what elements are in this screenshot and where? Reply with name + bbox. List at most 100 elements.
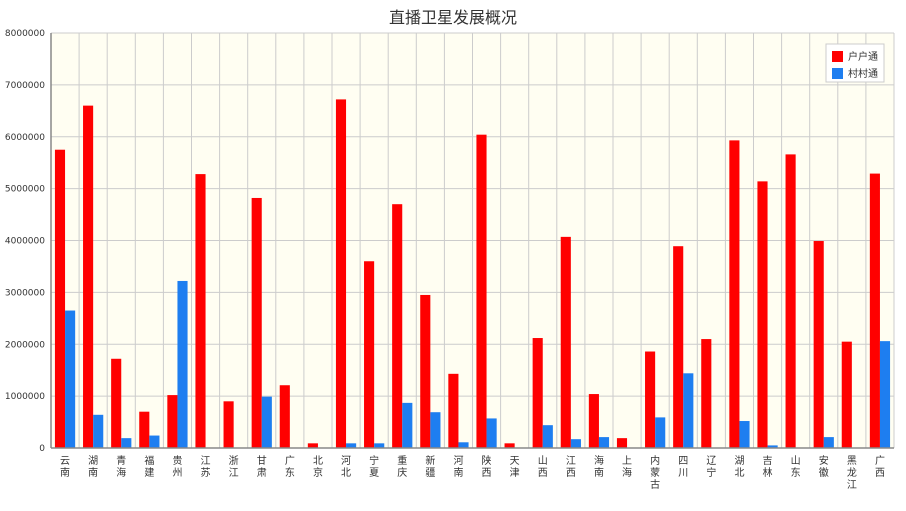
bar-huhutong[interactable] (673, 246, 684, 448)
x-tick-label: 建 (144, 466, 154, 479)
bar-cuncuntong[interactable] (739, 421, 750, 448)
y-tick-label: 1000000 (5, 392, 45, 402)
x-tick-label: 苏 (201, 466, 211, 479)
bar-cuncuntong[interactable] (177, 280, 188, 448)
bar-huhutong[interactable] (223, 401, 234, 448)
x-tick-label: 庆 (397, 466, 407, 479)
x-tick-label: 北 (313, 455, 323, 467)
bar-huhutong[interactable] (251, 197, 262, 448)
bar-huhutong[interactable] (532, 338, 543, 448)
x-tick-label: 内 (650, 454, 660, 467)
bar-huhutong[interactable] (448, 373, 459, 448)
x-tick-label: 辽 (706, 455, 716, 467)
x-tick-label: 安 (819, 454, 829, 467)
x-tick-label: 海 (116, 466, 126, 479)
bar-huhutong[interactable] (364, 261, 375, 448)
y-tick-label: 3000000 (5, 288, 45, 298)
x-tick-label: 西 (875, 468, 885, 479)
x-tick-label: 江 (847, 479, 857, 491)
bar-cuncuntong[interactable] (486, 418, 497, 448)
bar-huhutong[interactable] (392, 204, 403, 448)
bar-cuncuntong[interactable] (149, 435, 160, 448)
bar-huhutong[interactable] (420, 294, 431, 448)
bar-huhutong[interactable] (504, 443, 515, 448)
bar-huhutong[interactable] (307, 443, 318, 448)
x-tick-label: 津 (510, 467, 520, 479)
x-tick-label: 西 (482, 468, 492, 479)
bar-huhutong[interactable] (841, 341, 852, 448)
x-tick-label: 甘 (257, 454, 267, 467)
y-tick-label: 6000000 (5, 133, 45, 143)
bar-cuncuntong[interactable] (598, 437, 610, 448)
x-tick-label: 龙 (847, 466, 857, 479)
x-tick-label: 江 (229, 467, 239, 479)
bar-huhutong[interactable] (560, 236, 571, 448)
x-tick-label: 南 (88, 466, 98, 479)
x-tick-label: 肃 (257, 467, 267, 479)
bar-huhutong[interactable] (757, 181, 768, 449)
bar-huhutong[interactable] (813, 241, 824, 448)
legend-swatch[interactable] (832, 51, 843, 62)
bar-cuncuntong[interactable] (121, 438, 132, 448)
x-tick-label: 南 (594, 466, 604, 479)
bar-cuncuntong[interactable] (570, 439, 581, 448)
bar-huhutong[interactable] (139, 411, 150, 448)
bar-huhutong[interactable] (869, 173, 880, 449)
legend-label[interactable]: 村村通 (848, 67, 878, 80)
legend-label[interactable]: 户户通 (848, 50, 878, 63)
x-tick-label: 山 (791, 455, 801, 467)
x-tick-label: 林 (763, 466, 773, 479)
x-tick-label: 青 (116, 454, 126, 467)
x-tick-label: 江 (201, 455, 211, 467)
bar-cuncuntong[interactable] (374, 443, 385, 448)
x-tick-label: 黑 (847, 455, 857, 467)
bar-cuncuntong[interactable] (458, 442, 469, 448)
bar-cuncuntong[interactable] (767, 445, 778, 448)
bar-huhutong[interactable] (729, 140, 740, 448)
x-tick-label: 四 (678, 456, 688, 467)
x-tick-label: 东 (791, 466, 801, 479)
bar-cuncuntong[interactable] (655, 417, 666, 448)
x-tick-label: 广 (875, 455, 885, 467)
bar-huhutong[interactable] (785, 154, 796, 448)
bar-huhutong[interactable] (645, 351, 656, 448)
bar-huhutong[interactable] (167, 395, 178, 448)
x-tick-label: 西 (566, 468, 576, 479)
bar-cuncuntong[interactable] (823, 437, 834, 448)
bar-huhutong[interactable] (195, 174, 206, 448)
x-tick-label: 吉 (763, 455, 773, 467)
bar-huhutong[interactable] (335, 99, 347, 449)
bar-huhutong[interactable] (616, 438, 628, 448)
x-tick-label: 天 (510, 456, 520, 467)
bar-cuncuntong[interactable] (430, 412, 441, 448)
x-tick-label: 贵 (172, 454, 182, 467)
x-tick-label: 江 (566, 455, 576, 467)
bar-cuncuntong[interactable] (683, 373, 694, 448)
bar-huhutong[interactable] (701, 339, 712, 448)
chart-title: 直播卫星发展概况 (388, 8, 517, 27)
bar-cuncuntong[interactable] (542, 425, 553, 448)
bar-cuncuntong[interactable] (402, 402, 413, 448)
x-tick-label: 京 (313, 466, 323, 479)
x-tick-label: 河 (453, 455, 463, 467)
x-tick-label: 疆 (425, 467, 435, 479)
bar-huhutong[interactable] (54, 149, 66, 448)
bar-cuncuntong[interactable] (65, 310, 76, 448)
bar-huhutong[interactable] (111, 358, 122, 448)
bar-cuncuntong[interactable] (879, 341, 891, 448)
x-tick-label: 上 (622, 455, 632, 467)
bar-cuncuntong[interactable] (93, 414, 104, 448)
x-tick-label: 浙 (229, 455, 239, 467)
bar-cuncuntong[interactable] (346, 443, 357, 448)
bar-huhutong[interactable] (588, 394, 599, 448)
x-tick-label: 河 (341, 455, 351, 467)
bar-huhutong[interactable] (476, 134, 487, 449)
bar-cuncuntong[interactable] (261, 396, 272, 448)
bar-huhutong[interactable] (279, 385, 290, 448)
bar-huhutong[interactable] (83, 105, 94, 448)
x-tick-label: 宁 (706, 466, 716, 479)
x-tick-label: 南 (60, 466, 70, 479)
x-tick-label: 海 (594, 454, 604, 467)
y-tick-label: 0 (39, 444, 45, 454)
legend-swatch[interactable] (832, 68, 843, 79)
